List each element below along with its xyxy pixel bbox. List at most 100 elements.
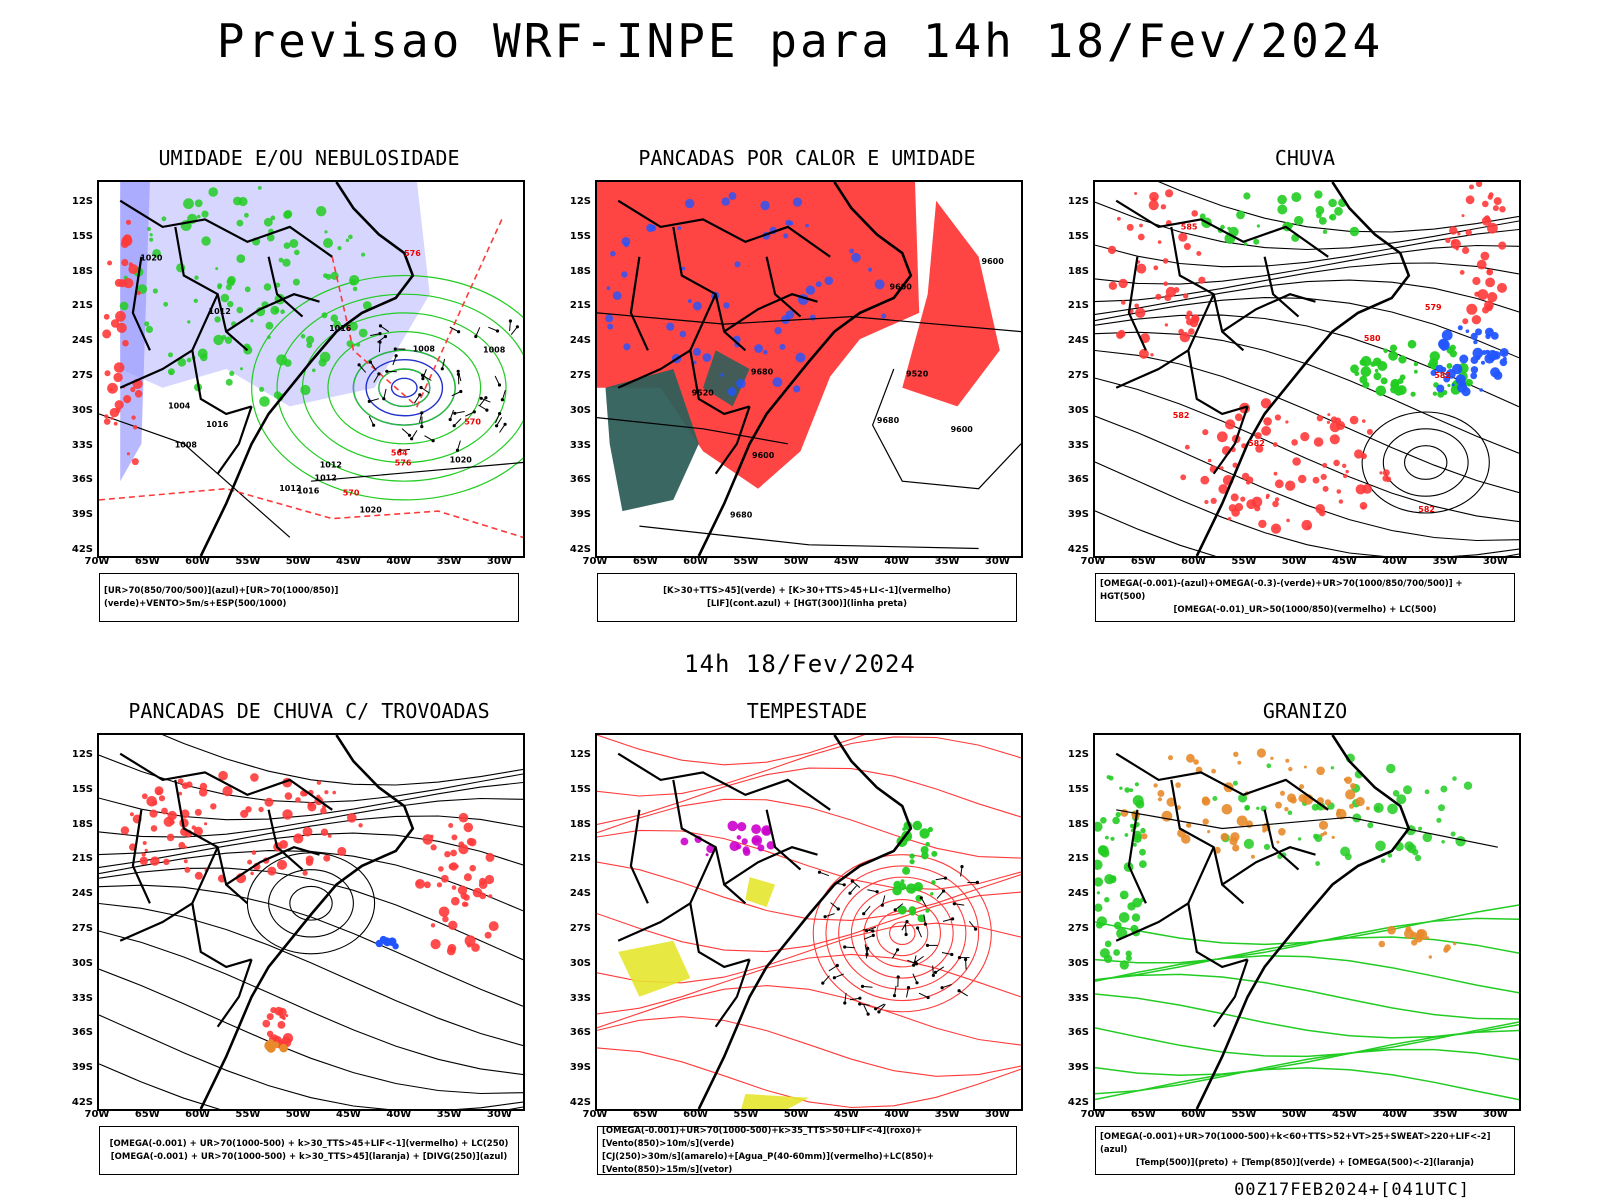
lat-tick-label: 15S — [569, 230, 591, 242]
lat-tick-label: 33S — [1067, 439, 1089, 451]
lon-tick-label: 45W — [336, 1109, 361, 1120]
lon-tick-label: 70W — [582, 1109, 608, 1120]
contour-label: 9600 — [752, 451, 775, 460]
lat-tick-label: 39S — [71, 509, 93, 521]
lat-tick-label: 33S — [71, 439, 93, 451]
lon-tick-label: 40W — [884, 1109, 910, 1120]
lat-tick-label: 15S — [569, 783, 591, 795]
lat-tick-label: 15S — [1067, 783, 1089, 795]
contour-label: 9520 — [692, 388, 715, 397]
map-layer — [99, 735, 523, 1109]
lat-tick-label: 36S — [569, 1027, 591, 1039]
contour-label: 579 — [1425, 303, 1442, 312]
panel-title: CHUVA — [1274, 146, 1336, 170]
legend-line: [Temp(500)](preto) + [Temp(850)](verde) … — [1135, 1158, 1475, 1168]
lat-tick-label: 30S — [1067, 957, 1089, 969]
lat-tick-label: 15S — [71, 230, 93, 242]
lon-tick-label: 50W — [285, 1109, 311, 1120]
map-pancadas-calor: 9680 9680 9680 9600 9600 9600 9520 9600 9520 — [595, 180, 1023, 558]
lon-tick-label: 65W — [134, 556, 160, 567]
legend-box: [OMEGA(-0.001)-(azul)+OMEGA(-0.3)-(verde… — [1095, 573, 1515, 622]
lat-tick-label: 12S — [1067, 196, 1089, 207]
lon-tick-label: 35W — [436, 556, 462, 567]
legend-box: [OMEGA(-0.001) + UR>70(1000-500) + k>30_… — [99, 1126, 519, 1175]
legend-box: [UR>70(850/700/500)](azul)+[UR>70(1000/8… — [99, 573, 519, 622]
contour-label: 1008 — [175, 441, 198, 450]
lat-tick-label: 30S — [569, 404, 591, 416]
contour-label: 582 — [1434, 371, 1451, 380]
lat-tick-label: 27S — [1067, 370, 1089, 381]
contour-label: 9600 — [951, 425, 974, 434]
contour-label: 9680 — [877, 416, 900, 425]
panel-title: PANCADAS DE CHUVA C/ TROVOADAS — [128, 699, 490, 723]
lon-tick-label: 55W — [235, 1109, 261, 1120]
map-layer — [597, 735, 1021, 1109]
contour-label: 582 — [1173, 411, 1190, 420]
lon-tick-label: 45W — [834, 556, 859, 567]
lat-tick-label: 12S — [1067, 749, 1089, 760]
legend-line: [CJ(250)>30m/s](amarelo)+[Agua_P(40-60mm… — [602, 1151, 935, 1175]
lat-tick-label: 15S — [71, 783, 93, 795]
lon-tick-label: 30W — [486, 556, 512, 567]
lon-tick-label: 65W — [632, 1109, 658, 1120]
lat-tick-label: 18S — [569, 818, 591, 830]
lon-tick-label: 60W — [1181, 556, 1207, 567]
lat-tick-label: 18S — [1067, 818, 1089, 830]
contour-label: 1012 — [279, 484, 301, 493]
lat-tick-label: 24S — [71, 888, 93, 900]
lat-tick-label: 33S — [569, 439, 591, 451]
lon-tick-label: 55W — [733, 1109, 759, 1120]
contour-label: 9600 — [982, 257, 1005, 266]
lon-tick-label: 45W — [1332, 556, 1357, 567]
contour-label: 1012 — [315, 474, 337, 483]
lat-tick-label: 12S — [569, 749, 591, 760]
contour-label: 576 — [395, 458, 412, 467]
lat-tick-label: 39S — [569, 509, 591, 521]
lon-tick-label: 40W — [1382, 556, 1408, 567]
lon-tick-label: 60W — [185, 1109, 211, 1120]
lon-tick-label: 70W — [84, 556, 110, 567]
lat-tick-label: 27S — [569, 370, 591, 381]
lat-tick-label: 24S — [569, 888, 591, 900]
lat-tick-label: 39S — [71, 1062, 93, 1074]
lat-tick-label: 42S — [71, 1097, 93, 1108]
map-tempestade — [595, 733, 1023, 1111]
contour-label: 1012 — [320, 461, 342, 470]
contour-label: 576 — [404, 249, 421, 258]
lon-tick-label: 50W — [783, 1109, 809, 1120]
lat-tick-label: 21S — [71, 853, 93, 865]
lat-tick-label: 30S — [71, 404, 93, 416]
lat-tick-label: 27S — [71, 923, 93, 934]
lon-tick-label: 55W — [235, 556, 261, 567]
lon-tick-label: 50W — [285, 556, 311, 567]
lon-tick-label: 30W — [1482, 556, 1508, 567]
legend-line: [LIF](cont.azul) + [HGT(300)](linha pret… — [706, 598, 908, 609]
lon-tick-label: 70W — [1080, 1109, 1106, 1120]
map-layer: 585 582 582 580 582 582 579 — [1095, 182, 1519, 556]
lat-tick-label: 24S — [71, 335, 93, 347]
lon-tick-label: 30W — [1482, 1109, 1508, 1120]
lat-tick-label: 21S — [569, 853, 591, 865]
lat-tick-label: 18S — [71, 265, 93, 277]
contour-label: 1020 — [450, 455, 473, 464]
contour-label: 1008 — [483, 345, 506, 354]
contour-label: 1016 — [206, 420, 229, 429]
lon-tick-label: 45W — [834, 1109, 859, 1120]
lat-tick-label: 27S — [569, 923, 591, 934]
run-time-footer: 00Z17FEB2024+[041UTC] — [1234, 1180, 1470, 1200]
legend-line: [OMEGA(-0.01)_UR>50(1000/850)(vermelho) … — [1173, 605, 1437, 615]
lat-tick-label: 30S — [569, 957, 591, 969]
valid-time-title: 14h 18/Fev/2024 — [684, 650, 916, 678]
lon-tick-label: 35W — [436, 1109, 462, 1120]
lon-tick-label: 65W — [1130, 1109, 1156, 1120]
lon-tick-label: 30W — [486, 1109, 512, 1120]
lat-tick-label: 27S — [1067, 923, 1089, 934]
contour-label: 1012 — [209, 307, 231, 316]
lat-tick-label: 12S — [569, 196, 591, 207]
map-granizo — [1093, 733, 1521, 1111]
panel-title: GRANIZO — [1262, 699, 1348, 723]
map-layer: 9680 9680 9680 9600 9600 9600 9520 9600 9520 — [597, 182, 1021, 556]
contour-label: 9680 — [730, 510, 753, 519]
lat-tick-label: 36S — [1067, 474, 1089, 486]
legend-box: [OMEGA(-0.001)+UR>70(1000-500)+k>35_TTS>… — [597, 1126, 1017, 1175]
